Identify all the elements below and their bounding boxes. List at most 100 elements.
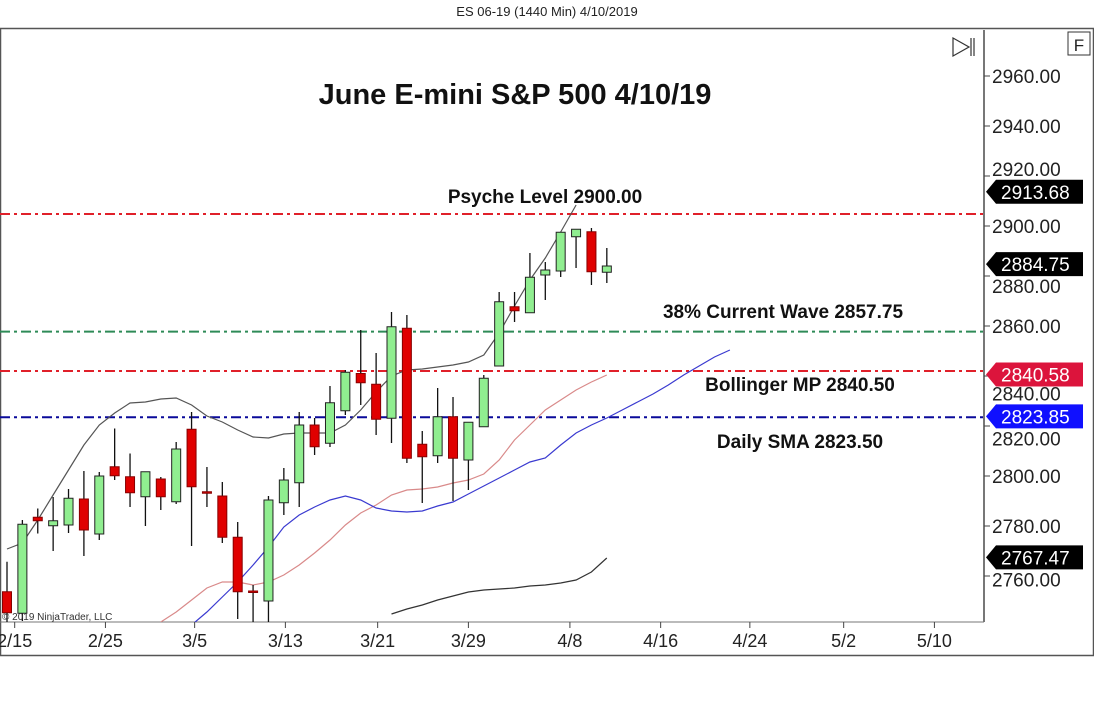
indicator-line (391, 557, 608, 615)
candle[interactable] (463, 421, 474, 490)
price-marker-label: 2767.47 (1001, 548, 1070, 569)
candle[interactable] (232, 522, 243, 619)
candle[interactable] (309, 418, 320, 455)
candle[interactable] (94, 472, 105, 540)
candle[interactable] (524, 253, 535, 314)
x-tick-label: 2/15 (0, 631, 32, 651)
candle-body (125, 476, 136, 494)
candle[interactable] (217, 482, 228, 543)
candle-body (417, 443, 428, 458)
candle[interactable] (140, 471, 151, 526)
candle[interactable] (448, 397, 459, 501)
y-tick-label: 2840.00 (992, 384, 1061, 405)
candle[interactable] (601, 248, 612, 283)
candle[interactable] (401, 315, 412, 463)
x-tick-label: 3/29 (451, 631, 486, 651)
candle-body (294, 424, 305, 484)
x-tick-label: 5/10 (917, 631, 952, 651)
candle-body (201, 491, 212, 494)
candle-body (494, 301, 505, 367)
window-title: ES 06-19 (1440 Min) 4/10/2019 (456, 4, 638, 19)
chart-title: June E-mini S&P 500 4/10/19 (319, 79, 712, 111)
x-tick-label: 4/16 (643, 631, 678, 651)
candle-body (78, 498, 89, 531)
candle[interactable] (78, 471, 89, 556)
candle[interactable] (540, 262, 551, 300)
candle[interactable] (186, 412, 197, 546)
y-tick-label: 2880.00 (992, 277, 1061, 298)
candle-body (448, 416, 459, 459)
candle-body (478, 377, 489, 428)
candle[interactable] (371, 353, 382, 435)
candle-body (371, 383, 382, 420)
candle-body (171, 448, 182, 503)
candle[interactable] (109, 428, 120, 481)
x-tick-label: 3/13 (268, 631, 303, 651)
y-tick-label: 2860.00 (992, 317, 1061, 338)
candle[interactable] (386, 312, 397, 443)
candle[interactable] (417, 431, 428, 503)
candle[interactable] (63, 489, 74, 533)
candle[interactable] (155, 477, 166, 510)
price-marker-label: 2823.85 (1001, 407, 1070, 428)
candle-body (309, 424, 320, 448)
candle[interactable] (571, 228, 582, 268)
y-tick-label: 2820.00 (992, 429, 1061, 450)
candle[interactable] (201, 467, 212, 507)
price-marker: 2767.47 (986, 545, 1083, 570)
scroll-to-end-button[interactable] (952, 36, 975, 58)
x-tick-label: 4/8 (557, 631, 582, 651)
x-tick-label: 3/21 (360, 631, 395, 651)
y-tick-label: 2960.00 (992, 67, 1061, 88)
candle-body (232, 536, 243, 593)
candle-body (401, 327, 412, 459)
candle-body (248, 590, 259, 593)
candle[interactable] (171, 442, 182, 504)
candle[interactable] (48, 497, 59, 551)
candle-body (355, 373, 366, 384)
candle[interactable] (2, 561, 12, 626)
price-marker-label: 2840.58 (1001, 366, 1070, 387)
f-button[interactable]: F (1067, 31, 1091, 56)
candle-body (17, 523, 28, 614)
indicator-line (6, 204, 577, 550)
chart-frame (0, 27, 1094, 657)
candle-body (386, 326, 397, 419)
annotation-bollinger-mp: Bollinger MP 2840.50 (705, 375, 895, 396)
y-tick-label: 2780.00 (992, 517, 1061, 538)
candle[interactable] (478, 375, 489, 428)
candle[interactable] (17, 520, 28, 621)
candle[interactable] (263, 496, 274, 631)
candle[interactable] (509, 292, 520, 322)
candle[interactable] (432, 388, 443, 463)
candle-body (324, 402, 335, 444)
candle[interactable] (555, 231, 566, 277)
candle[interactable] (32, 508, 43, 534)
y-tick-label: 2900.00 (992, 217, 1061, 238)
candle[interactable] (340, 370, 351, 415)
scroll-to-end-icon (952, 36, 971, 58)
candle[interactable] (494, 292, 505, 367)
candle-body (94, 475, 105, 535)
x-tick-label: 4/24 (732, 631, 767, 651)
y-tick-label: 2920.00 (992, 160, 1061, 181)
candle-body (109, 466, 120, 477)
candle[interactable] (278, 468, 289, 515)
candle[interactable] (324, 386, 335, 447)
candle[interactable] (294, 412, 305, 507)
y-tick-label: 2800.00 (992, 467, 1061, 488)
candle[interactable] (355, 330, 366, 405)
candle-body (432, 416, 443, 457)
candle-body (48, 520, 59, 527)
candle-body (524, 276, 535, 314)
candle-body (278, 479, 289, 504)
y-tick-label: 2940.00 (992, 117, 1061, 138)
candle-body (140, 471, 151, 498)
candle[interactable] (125, 453, 136, 508)
f-button-label: F (1074, 36, 1084, 55)
annotation-daily-sma: Daily SMA 2823.50 (717, 432, 883, 453)
annotation-current-wave: 38% Current Wave 2857.75 (663, 302, 904, 323)
candle[interactable] (248, 585, 259, 639)
candle[interactable] (586, 228, 597, 285)
